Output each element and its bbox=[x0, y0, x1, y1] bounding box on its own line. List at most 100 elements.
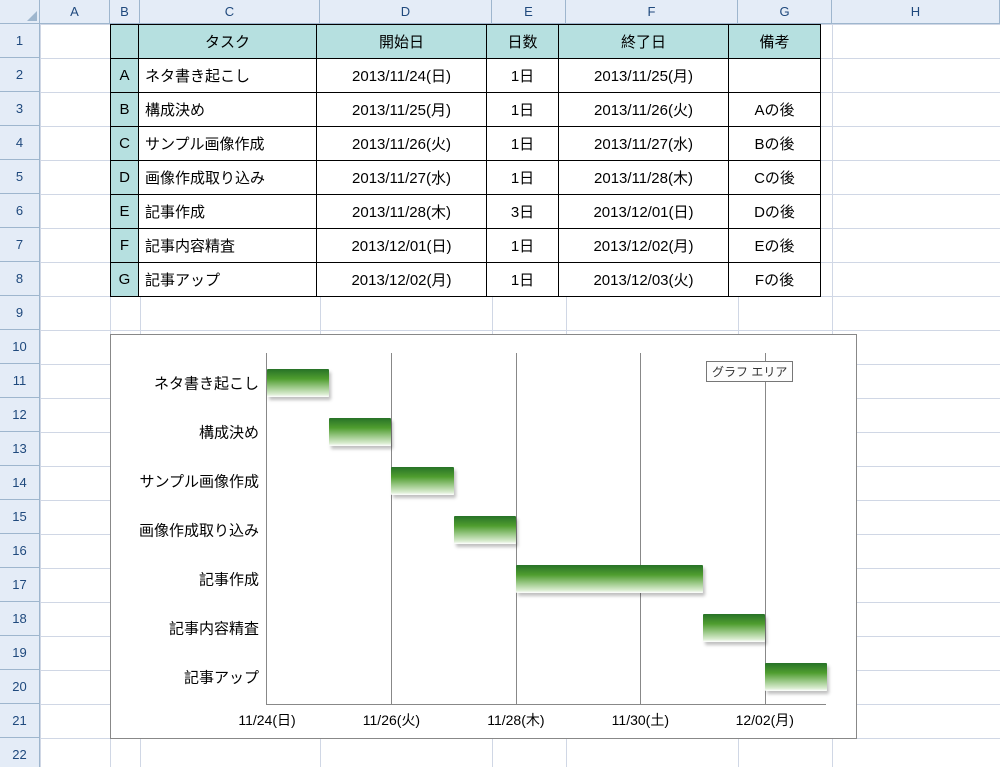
cell-task[interactable]: 記事アップ bbox=[139, 263, 317, 297]
cell-end[interactable]: 2013/11/27(水) bbox=[559, 127, 729, 161]
column-header-F[interactable]: F bbox=[566, 0, 738, 24]
cell-days[interactable]: 1日 bbox=[487, 59, 559, 93]
cell-end[interactable]: 2013/12/01(日) bbox=[559, 195, 729, 229]
cell-end[interactable]: 2013/11/28(木) bbox=[559, 161, 729, 195]
row-header-18[interactable]: 18 bbox=[0, 602, 40, 636]
row-id[interactable]: E bbox=[111, 195, 139, 229]
row-header-21[interactable]: 21 bbox=[0, 704, 40, 738]
row-header-2[interactable]: 2 bbox=[0, 58, 40, 92]
cell-note[interactable]: Aの後 bbox=[729, 93, 821, 127]
column-header-G[interactable]: G bbox=[738, 0, 832, 24]
table-row[interactable]: Cサンプル画像作成2013/11/26(火)1日2013/11/27(水)Bの後 bbox=[111, 127, 821, 161]
x-axis-label: 12/02(月) bbox=[736, 704, 794, 730]
row-id[interactable]: G bbox=[111, 263, 139, 297]
cell-task[interactable]: 画像作成取り込み bbox=[139, 161, 317, 195]
cell-start[interactable]: 2013/11/26(火) bbox=[317, 127, 487, 161]
cell-start[interactable]: 2013/11/28(木) bbox=[317, 195, 487, 229]
cell-end[interactable]: 2013/12/02(月) bbox=[559, 229, 729, 263]
cell-start[interactable]: 2013/11/24(日) bbox=[317, 59, 487, 93]
table-corner[interactable] bbox=[111, 25, 139, 59]
gantt-bar[interactable] bbox=[516, 565, 703, 593]
row-header-8[interactable]: 8 bbox=[0, 262, 40, 296]
column-header-B[interactable]: B bbox=[110, 0, 140, 24]
cell-note[interactable]: Dの後 bbox=[729, 195, 821, 229]
cell-task[interactable]: 記事内容精査 bbox=[139, 229, 317, 263]
row-id[interactable]: F bbox=[111, 229, 139, 263]
row-header-3[interactable]: 3 bbox=[0, 92, 40, 126]
table-row[interactable]: G記事アップ2013/12/02(月)1日2013/12/03(火)Fの後 bbox=[111, 263, 821, 297]
table-header[interactable]: 備考 bbox=[729, 25, 821, 59]
table-header[interactable]: 開始日 bbox=[317, 25, 487, 59]
row-header-5[interactable]: 5 bbox=[0, 160, 40, 194]
cell-days[interactable]: 1日 bbox=[487, 93, 559, 127]
cell-note[interactable]: Fの後 bbox=[729, 263, 821, 297]
cell-note[interactable]: Eの後 bbox=[729, 229, 821, 263]
row-header-16[interactable]: 16 bbox=[0, 534, 40, 568]
cell-end[interactable]: 2013/11/26(火) bbox=[559, 93, 729, 127]
table-row[interactable]: D画像作成取り込み2013/11/27(水)1日2013/11/28(木)Cの後 bbox=[111, 161, 821, 195]
table-header[interactable]: タスク bbox=[139, 25, 317, 59]
row-header-13[interactable]: 13 bbox=[0, 432, 40, 466]
cell-end[interactable]: 2013/11/25(月) bbox=[559, 59, 729, 93]
cell-task[interactable]: サンプル画像作成 bbox=[139, 127, 317, 161]
cell-days[interactable]: 3日 bbox=[487, 195, 559, 229]
column-header-H[interactable]: H bbox=[832, 0, 1000, 24]
cell-days[interactable]: 1日 bbox=[487, 161, 559, 195]
row-header-6[interactable]: 6 bbox=[0, 194, 40, 228]
row-header-11[interactable]: 11 bbox=[0, 364, 40, 398]
gantt-bar[interactable] bbox=[329, 418, 391, 446]
cell-note[interactable]: Bの後 bbox=[729, 127, 821, 161]
row-header-12[interactable]: 12 bbox=[0, 398, 40, 432]
row-header-7[interactable]: 7 bbox=[0, 228, 40, 262]
gantt-bar[interactable] bbox=[391, 467, 453, 495]
gantt-bar[interactable] bbox=[765, 663, 827, 691]
column-header-C[interactable]: C bbox=[140, 0, 320, 24]
gantt-task-label: 記事内容精査 bbox=[169, 618, 267, 639]
table-row[interactable]: Aネタ書き起こし2013/11/24(日)1日2013/11/25(月) bbox=[111, 59, 821, 93]
table-row[interactable]: E記事作成2013/11/28(木)3日2013/12/01(日)Dの後 bbox=[111, 195, 821, 229]
table-row[interactable]: F記事内容精査2013/12/01(日)1日2013/12/02(月)Eの後 bbox=[111, 229, 821, 263]
row-id[interactable]: B bbox=[111, 93, 139, 127]
cell-task[interactable]: 構成決め bbox=[139, 93, 317, 127]
select-all-corner[interactable] bbox=[0, 0, 40, 24]
gantt-bar[interactable] bbox=[454, 516, 516, 544]
row-id[interactable]: A bbox=[111, 59, 139, 93]
cell-start[interactable]: 2013/11/25(月) bbox=[317, 93, 487, 127]
column-header-E[interactable]: E bbox=[492, 0, 566, 24]
cell-start[interactable]: 2013/11/27(水) bbox=[317, 161, 487, 195]
column-header-D[interactable]: D bbox=[320, 0, 492, 24]
row-header-14[interactable]: 14 bbox=[0, 466, 40, 500]
row-header-1[interactable]: 1 bbox=[0, 24, 40, 58]
table-header[interactable]: 日数 bbox=[487, 25, 559, 59]
cell-days[interactable]: 1日 bbox=[487, 229, 559, 263]
row-header-4[interactable]: 4 bbox=[0, 126, 40, 160]
row-header-9[interactable]: 9 bbox=[0, 296, 40, 330]
row-header-19[interactable]: 19 bbox=[0, 636, 40, 670]
row-id[interactable]: D bbox=[111, 161, 139, 195]
row-header-10[interactable]: 10 bbox=[0, 330, 40, 364]
cell-start[interactable]: 2013/12/02(月) bbox=[317, 263, 487, 297]
cell-note[interactable]: Cの後 bbox=[729, 161, 821, 195]
row-id[interactable]: C bbox=[111, 127, 139, 161]
row-header-22[interactable]: 22 bbox=[0, 738, 40, 767]
cell-start[interactable]: 2013/12/01(日) bbox=[317, 229, 487, 263]
gantt-task-label: 構成決め bbox=[199, 422, 267, 443]
cell-days[interactable]: 1日 bbox=[487, 263, 559, 297]
gantt-bar[interactable] bbox=[703, 614, 765, 642]
gantt-bar[interactable] bbox=[267, 369, 329, 397]
row-header-17[interactable]: 17 bbox=[0, 568, 40, 602]
cell-note[interactable] bbox=[729, 59, 821, 93]
column-header-A[interactable]: A bbox=[40, 0, 110, 24]
row-header-20[interactable]: 20 bbox=[0, 670, 40, 704]
row-header-15[interactable]: 15 bbox=[0, 500, 40, 534]
cell-end[interactable]: 2013/12/03(火) bbox=[559, 263, 729, 297]
cell-days[interactable]: 1日 bbox=[487, 127, 559, 161]
cell-task[interactable]: 記事作成 bbox=[139, 195, 317, 229]
cell-task[interactable]: ネタ書き起こし bbox=[139, 59, 317, 93]
spreadsheet: ABCDEFGH 1234567891011121314151617181920… bbox=[0, 0, 1000, 767]
column-headers: ABCDEFGH bbox=[40, 0, 1000, 24]
gantt-task-label: 画像作成取り込み bbox=[139, 520, 267, 541]
table-row[interactable]: B構成決め2013/11/25(月)1日2013/11/26(火)Aの後 bbox=[111, 93, 821, 127]
table-header[interactable]: 終了日 bbox=[559, 25, 729, 59]
gantt-chart[interactable]: 11/24(日)11/26(火)11/28(木)11/30(土)12/02(月)… bbox=[110, 334, 857, 739]
